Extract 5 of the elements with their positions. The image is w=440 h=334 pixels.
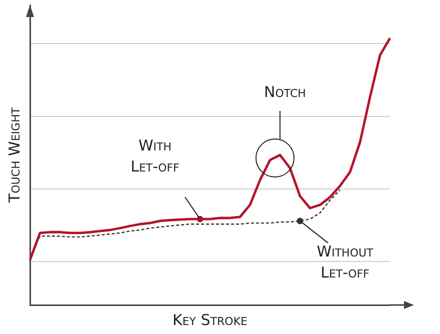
x-axis-title: Key Stroke: [172, 311, 248, 329]
annotation: Without Let-off: [316, 242, 374, 282]
annotation: With Let-off: [130, 136, 180, 176]
annotation: Notch: [264, 82, 306, 101]
y-axis-title: Touch Weight: [5, 107, 24, 203]
